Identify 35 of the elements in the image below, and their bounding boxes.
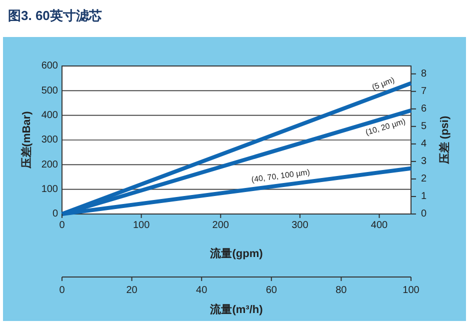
y-tick-label: 100 (41, 184, 58, 195)
y-tick-label: 500 (41, 85, 58, 96)
y2-tick-label: 0 (421, 208, 427, 220)
x2-tick-label: 60 (266, 285, 278, 296)
x-tick-label: 100 (132, 220, 150, 231)
y2-tick-label: 3 (421, 156, 427, 168)
y-tick-label: 0 (52, 208, 58, 220)
y-tick-label: 200 (41, 159, 58, 170)
y2-tick-label: 7 (421, 86, 427, 98)
x2-tick-label: 20 (126, 285, 138, 296)
y2-tick-label: 8 (421, 68, 427, 80)
chart-title: 图3. 60英寸滤芯 (8, 8, 102, 23)
x2-tick-label: 0 (59, 285, 66, 296)
y-axis-title: 压差(mBar) (20, 110, 33, 170)
text: (40, 70, 100 µm) (250, 168, 311, 184)
x2-axis-title: 流量(m³/h) (209, 303, 264, 316)
text: (10, 20 µm) (364, 116, 407, 138)
x-tick-label: 300 (292, 220, 309, 231)
y-tick-label: 600 (41, 60, 58, 72)
x-tick-label: 0 (59, 220, 66, 231)
x-tick-label: 400 (370, 220, 388, 231)
x-axis-title: 流量(gpm) (209, 247, 264, 260)
y2-tick-label: 6 (421, 104, 427, 115)
y2-tick-label: 1 (421, 191, 427, 202)
y-tick-label: 300 (41, 134, 58, 146)
y2-tick-label: 4 (421, 138, 427, 150)
text: (5 µm) (370, 75, 396, 92)
y-tick-label: 400 (41, 110, 58, 121)
x2-tick-label: 80 (336, 285, 348, 296)
x2-tick-label: 100 (402, 285, 420, 296)
x-tick-label: 200 (212, 220, 230, 231)
x2-tick-label: 40 (196, 285, 208, 296)
y2-tick-label: 5 (421, 121, 427, 132)
y2-tick-label: 2 (421, 174, 427, 185)
y2-axis-title: 压差 (psi) (438, 116, 451, 166)
